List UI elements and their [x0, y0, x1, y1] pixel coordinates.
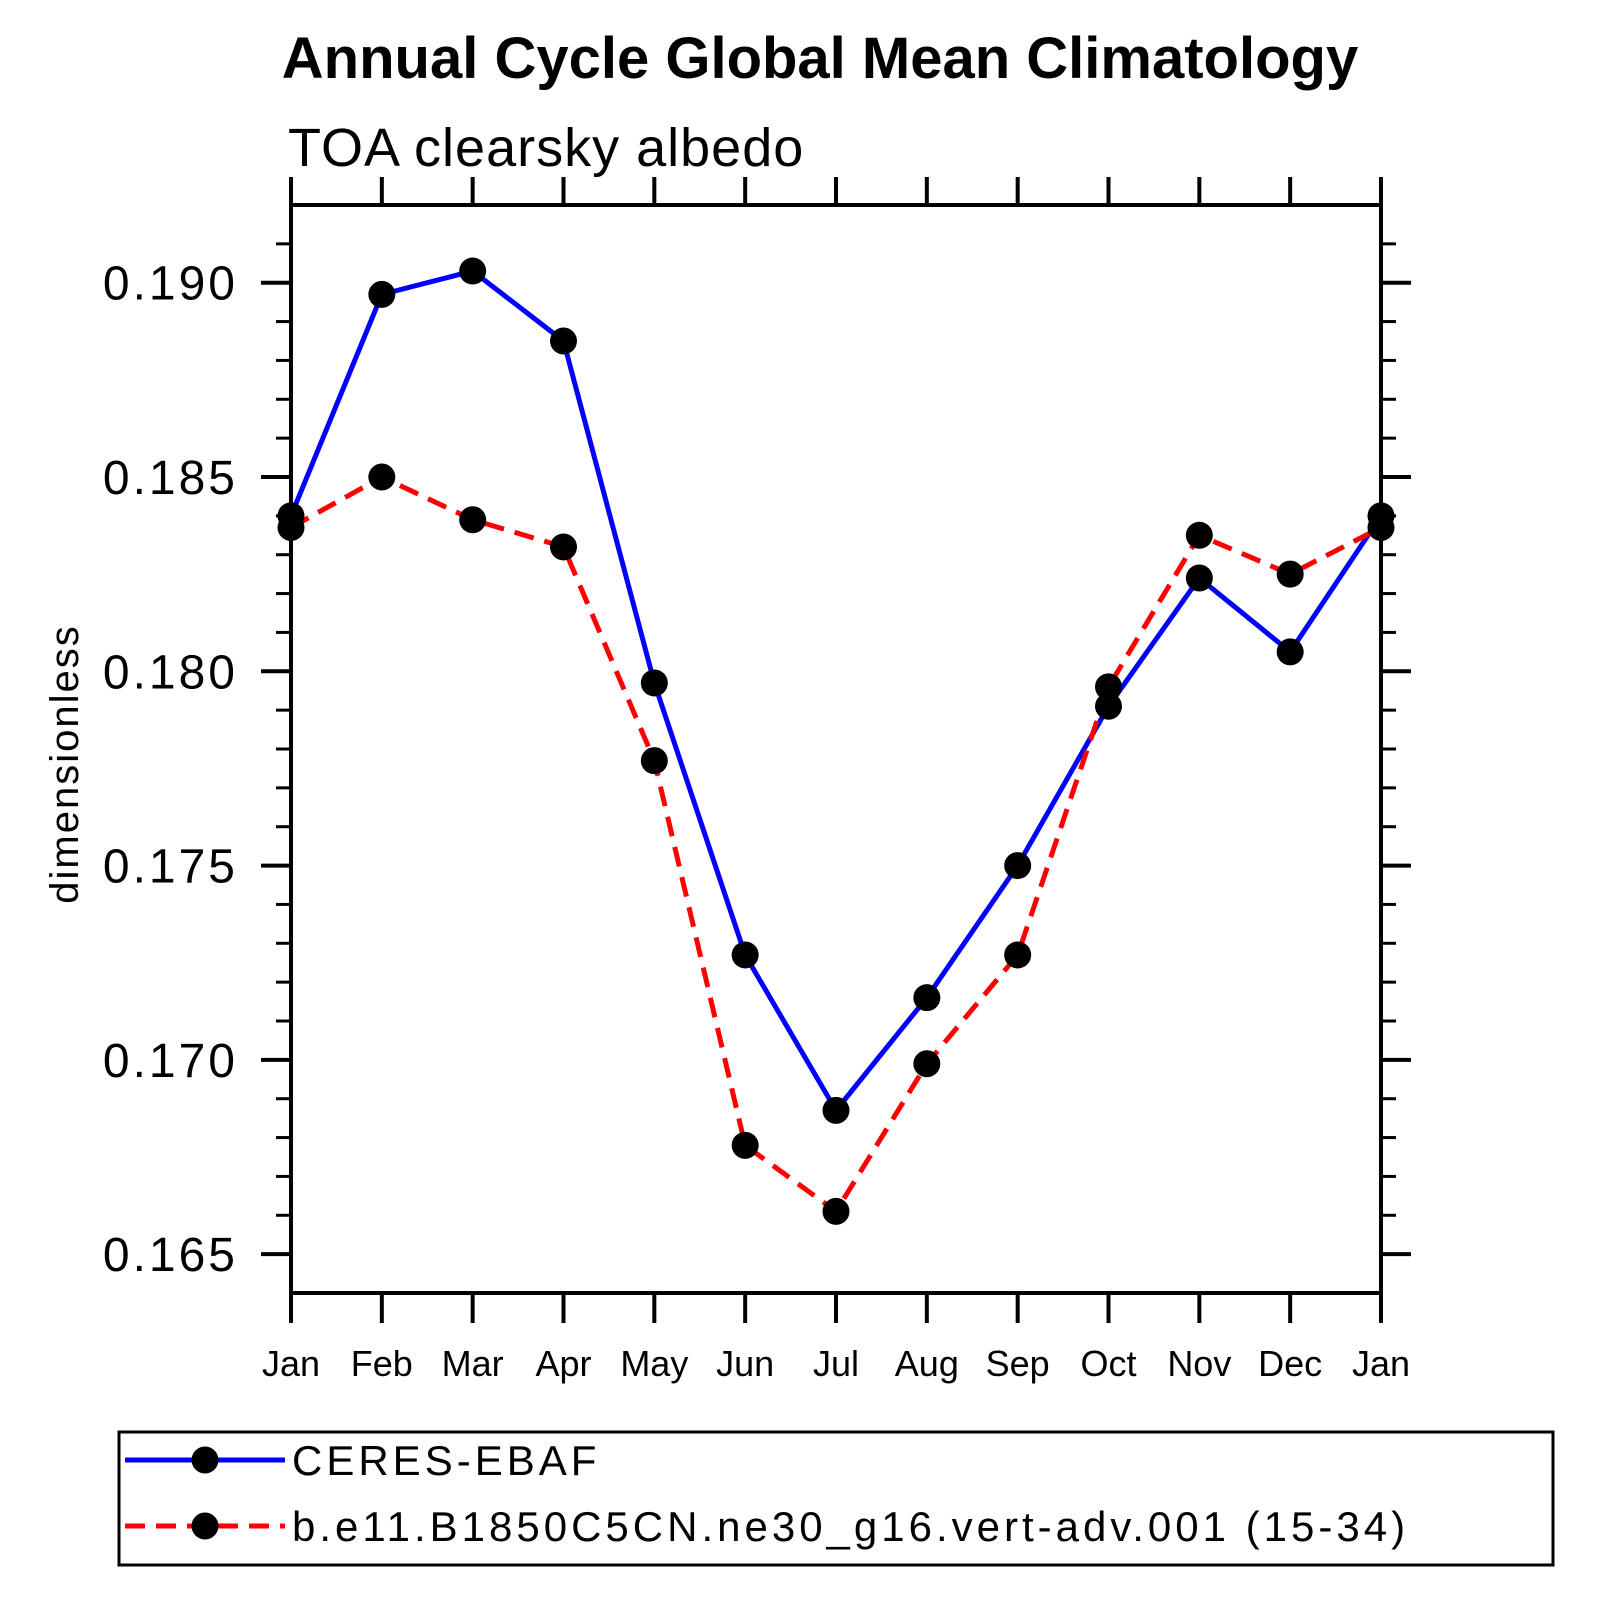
x-tick-label: Nov	[1167, 1343, 1231, 1384]
x-tick-label: Mar	[442, 1343, 504, 1384]
series-1-marker	[1004, 941, 1032, 969]
legend-box	[117, 1430, 1555, 1567]
series-0-marker	[459, 257, 487, 285]
x-tick-label: Jan	[262, 1343, 320, 1384]
x-tick-label: Jul	[813, 1343, 859, 1384]
legend-label-model-run: b.e11.B1850C5CN.ne30_g16.vert-adv.001 (1…	[292, 1503, 1409, 1550]
chart-title: Annual Cycle Global Mean Climatology	[282, 26, 1358, 91]
series-0-marker	[640, 669, 668, 697]
data-series	[277, 257, 1395, 1225]
x-tick-label: Apr	[535, 1343, 591, 1384]
legend-swatch-marker	[191, 1446, 219, 1474]
y-tick-label: 0.165	[103, 1229, 238, 1282]
y-tick-label: 0.180	[103, 646, 238, 699]
y-tick-label: 0.175	[103, 841, 238, 894]
y-axis-title: dimensionless	[43, 624, 87, 903]
series-0-marker	[1276, 638, 1304, 666]
x-tick-label: Jun	[716, 1343, 774, 1384]
series-1-marker	[368, 463, 396, 491]
series-0-marker	[368, 280, 396, 308]
series-1-marker	[913, 1050, 941, 1078]
series-1-marker	[731, 1131, 759, 1159]
series-1-marker	[822, 1197, 850, 1225]
series-1-marker	[640, 747, 668, 775]
x-tick-label: Dec	[1258, 1343, 1322, 1384]
series-1-marker	[1095, 673, 1122, 701]
legend-item-ceres-ebaf: CERES-EBAF	[125, 1437, 600, 1484]
series-line-0	[288, 268, 1384, 1113]
series-0-marker	[1004, 852, 1032, 880]
x-tick-label: Jan	[1352, 1343, 1410, 1384]
series-0-marker	[822, 1096, 850, 1124]
y-tick-label: 0.190	[103, 258, 238, 311]
series-0-marker	[1095, 692, 1122, 720]
x-tick-label: May	[620, 1343, 688, 1384]
series-0-marker	[731, 941, 759, 969]
y-tick-label: 0.185	[103, 452, 238, 505]
series-1-marker	[1185, 521, 1213, 549]
legend-item-model-run: b.e11.B1850C5CN.ne30_g16.vert-adv.001 (1…	[125, 1503, 1409, 1550]
axis-ticks: 0.190 0.185 0.180 0.175 0.170 0.165 Jan Feb Mar A…	[103, 177, 1411, 1384]
series-1-marker	[459, 506, 487, 534]
series-1-marker	[1276, 560, 1304, 588]
plot-frame	[289, 203, 1383, 1295]
chart-subtitle: TOA clearsky albedo	[288, 118, 804, 178]
legend-label-ceres-ebaf: CERES-EBAF	[292, 1437, 600, 1484]
series-1-marker	[550, 533, 577, 561]
legend: CERES-EBAF b.e11.B1850C5CN.ne30_g16.vert…	[117, 1430, 1555, 1567]
series-0-marker	[913, 984, 941, 1012]
x-tick-label: Feb	[351, 1343, 413, 1384]
legend-swatch-marker	[191, 1512, 219, 1540]
series-0-marker	[550, 327, 577, 355]
x-tick-label: Oct	[1080, 1343, 1136, 1384]
series-0-marker	[1185, 564, 1213, 592]
x-tick-label: Aug	[895, 1343, 959, 1384]
y-tick-label: 0.170	[103, 1035, 238, 1088]
x-tick-label: Sep	[986, 1343, 1050, 1384]
